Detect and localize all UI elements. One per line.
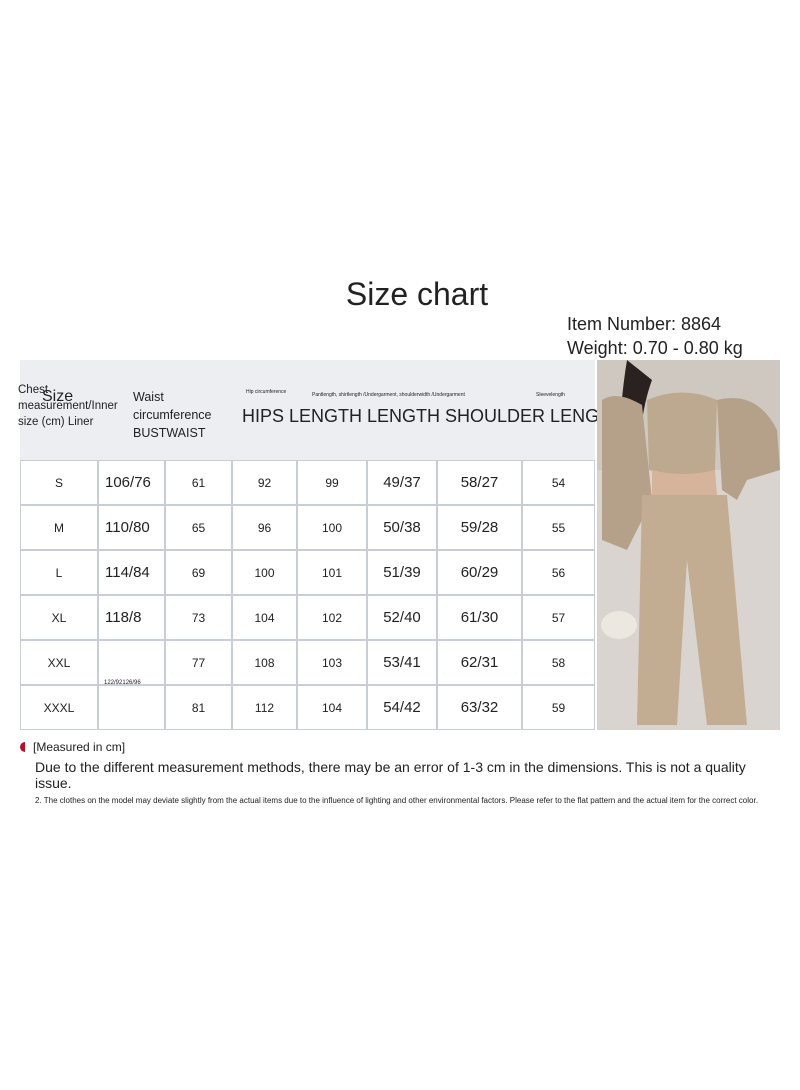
table-cell: 81 (166, 686, 231, 729)
table-cell: 56 (523, 551, 594, 594)
table-cell: 59 (523, 686, 594, 729)
table-cell: 92 (233, 461, 296, 504)
table-cell: 106/76 (99, 461, 164, 504)
table-cell: 110/80 (99, 506, 164, 549)
header-lengths: Pantlength, shirtlength /Undergarment, s… (312, 392, 465, 398)
table-cell: 69 (166, 551, 231, 594)
bullet (20, 742, 25, 752)
header-size: Size (42, 388, 74, 405)
table-cell: M (21, 506, 97, 549)
table-cell: 118/8 (99, 596, 164, 639)
table-cell: XXXL (21, 686, 97, 729)
item-number: Item Number: 8864 (567, 314, 722, 334)
table-cell: 58/27 (438, 461, 521, 504)
table-cell: 101 (298, 551, 366, 594)
table-cell: 77 (166, 641, 231, 684)
table-cell: 108 (233, 641, 296, 684)
crop-top (647, 392, 717, 475)
table-cell: 51/39 (368, 551, 436, 594)
table-cell: 54 (523, 461, 594, 504)
product-photo (597, 360, 780, 730)
table-cell: 62/31 (438, 641, 521, 684)
table-cell: 49/37 (368, 461, 436, 504)
table-cell: 57 (523, 596, 594, 639)
table-cell: 53/41 (368, 641, 436, 684)
table-cell: 50/38 (368, 506, 436, 549)
note-1: Due to the different measurement methods… (35, 759, 746, 791)
table-cell: 55 (523, 506, 594, 549)
size-table: Size Chest measurement/Inner size (cm) Li… (18, 360, 623, 730)
table-cell: 52/40 (368, 596, 436, 639)
header-overlay: HIPS LENGTH LENGTH SHOULDER LENGTH (242, 406, 624, 426)
table-cell: L (21, 551, 97, 594)
table-cell: 112 (233, 686, 296, 729)
table-cell: S (21, 461, 97, 504)
table-cell: 96 (233, 506, 296, 549)
table-header (20, 360, 595, 460)
bag (601, 611, 637, 639)
table-cell: 102 (298, 596, 366, 639)
weight: Weight: 0.70 - 0.80 kg (567, 338, 743, 358)
table-cell: 99 (298, 461, 366, 504)
table-cell: 65 (166, 506, 231, 549)
title: Size chart (345, 276, 489, 312)
table-cell: 103 (298, 641, 366, 684)
table-cell: 114/84 (99, 551, 164, 594)
pants (637, 495, 747, 725)
table-cell: XXL (21, 641, 97, 684)
header-waist: Waist circumference BUSTWAIST (133, 390, 212, 440)
header-chest: Chest measurement/Inner size (cm) Liner (18, 384, 118, 428)
table-cell: 104 (298, 686, 366, 729)
measured-note: [Measured in cm] (33, 740, 126, 754)
table-cell: 61/30 (438, 596, 521, 639)
table-cell (99, 641, 164, 684)
jacket-left (602, 396, 652, 550)
table-cell: 100 (298, 506, 366, 549)
jacket-right (717, 398, 780, 500)
table-cell (99, 686, 164, 729)
table-cell: 73 (166, 596, 231, 639)
note-2: 2. The clothes on the model may deviate … (35, 796, 758, 805)
header-hip: Hip circumference (246, 389, 287, 395)
table-cell: 58 (523, 641, 594, 684)
table-cell: 54/42 (368, 686, 436, 729)
table-cell: 61 (166, 461, 231, 504)
measured-line: [Measured in cm] (20, 740, 780, 754)
midriff (652, 470, 717, 495)
stray-value: 122/92126/96 (104, 680, 141, 686)
table-cell: 100 (233, 551, 296, 594)
table-cell: 60/29 (438, 551, 521, 594)
table-cell: XL (21, 596, 97, 639)
header-sleeve: Sleevelength (536, 392, 565, 398)
table-cell: 59/28 (438, 506, 521, 549)
notes: [Measured in cm] Due to the different me… (20, 740, 780, 807)
table-cell: 104 (233, 596, 296, 639)
table-cell: 63/32 (438, 686, 521, 729)
item-info: Item Number: 8864 Weight: 0.70 - 0.80 kg (567, 312, 743, 360)
